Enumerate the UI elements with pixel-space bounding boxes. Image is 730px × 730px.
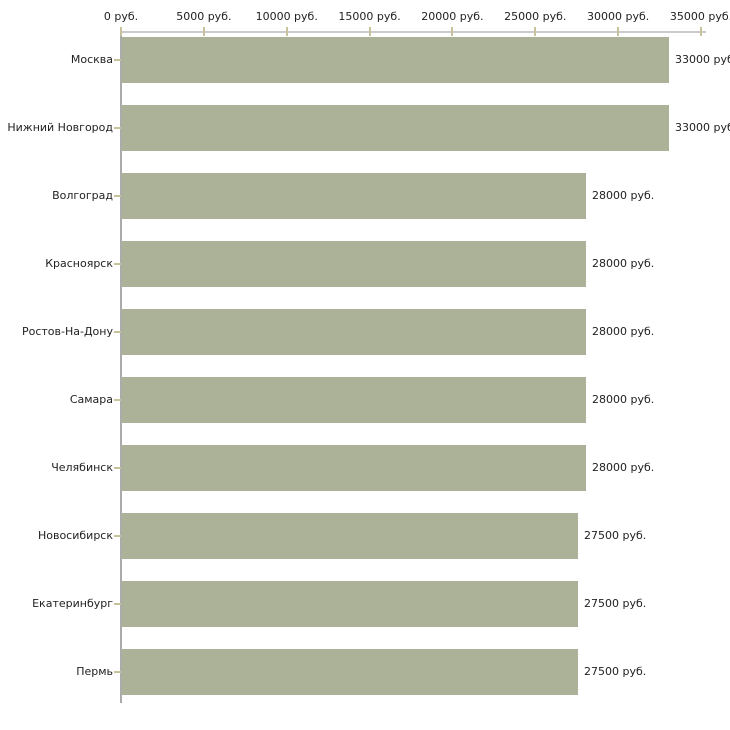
y-axis-tick (114, 127, 121, 129)
value-label: 27500 руб. (584, 665, 647, 678)
category-label: Челябинск (51, 461, 113, 474)
x-axis-tick (700, 27, 702, 36)
x-axis-line (121, 31, 706, 33)
bar (122, 377, 586, 423)
x-axis-tick (368, 27, 371, 36)
category-label: Красноярск (45, 257, 113, 270)
category-label: Пермь (76, 665, 113, 678)
x-axis-tick-label: 0 руб. (103, 10, 139, 23)
y-axis-tick (114, 535, 121, 537)
value-label: 28000 руб. (592, 189, 655, 202)
bar (122, 649, 578, 695)
x-axis-tick-label: 30000 руб. (587, 10, 650, 23)
x-axis-tick (285, 27, 288, 36)
x-axis-tick-label: 10000 руб. (255, 10, 318, 23)
category-label: Москва (70, 53, 113, 66)
value-label: 28000 руб. (592, 393, 655, 406)
bar (122, 173, 586, 219)
y-axis-tick (114, 195, 121, 197)
x-axis-tick-label: 15000 руб. (338, 10, 401, 23)
category-label: Новосибирск (37, 529, 113, 542)
x-axis-tick (451, 27, 454, 36)
y-axis-tick (114, 263, 121, 265)
y-axis-tick (114, 603, 121, 605)
y-axis-tick (114, 399, 121, 401)
value-label: 27500 руб. (584, 529, 647, 542)
bar (122, 37, 669, 83)
category-label: Нижний Новгород (7, 121, 113, 134)
category-label: Екатеринбург (32, 597, 113, 610)
x-axis-tick (534, 27, 537, 36)
y-axis-tick (114, 467, 121, 469)
y-axis-tick (114, 331, 121, 333)
x-axis-tick-label: 25000 руб. (504, 10, 567, 23)
bar (122, 445, 586, 491)
value-label: 28000 руб. (592, 325, 655, 338)
x-axis-tick (120, 27, 122, 36)
category-label: Ростов-На-Дону (21, 325, 113, 338)
x-axis-tick-label: 20000 руб. (421, 10, 484, 23)
x-axis-tick-label: 5000 руб. (176, 10, 232, 23)
bar (122, 513, 578, 559)
value-label: 33000 руб. (675, 121, 730, 134)
value-label: 33000 руб. (675, 53, 730, 66)
bar (122, 309, 586, 355)
category-label: Самара (69, 393, 113, 406)
category-label: Волгоград (52, 189, 113, 202)
y-axis-tick (114, 671, 121, 673)
value-label: 27500 руб. (584, 597, 647, 610)
y-axis-tick (114, 59, 121, 61)
bar (122, 581, 578, 627)
x-axis-tick (202, 27, 205, 36)
value-label: 28000 руб. (592, 461, 655, 474)
x-axis-tick (617, 27, 620, 36)
value-label: 28000 руб. (592, 257, 655, 270)
y-axis-line (120, 31, 122, 703)
x-axis-tick-label: 35000 руб. (669, 10, 730, 23)
bar (122, 105, 669, 151)
bar (122, 241, 586, 287)
